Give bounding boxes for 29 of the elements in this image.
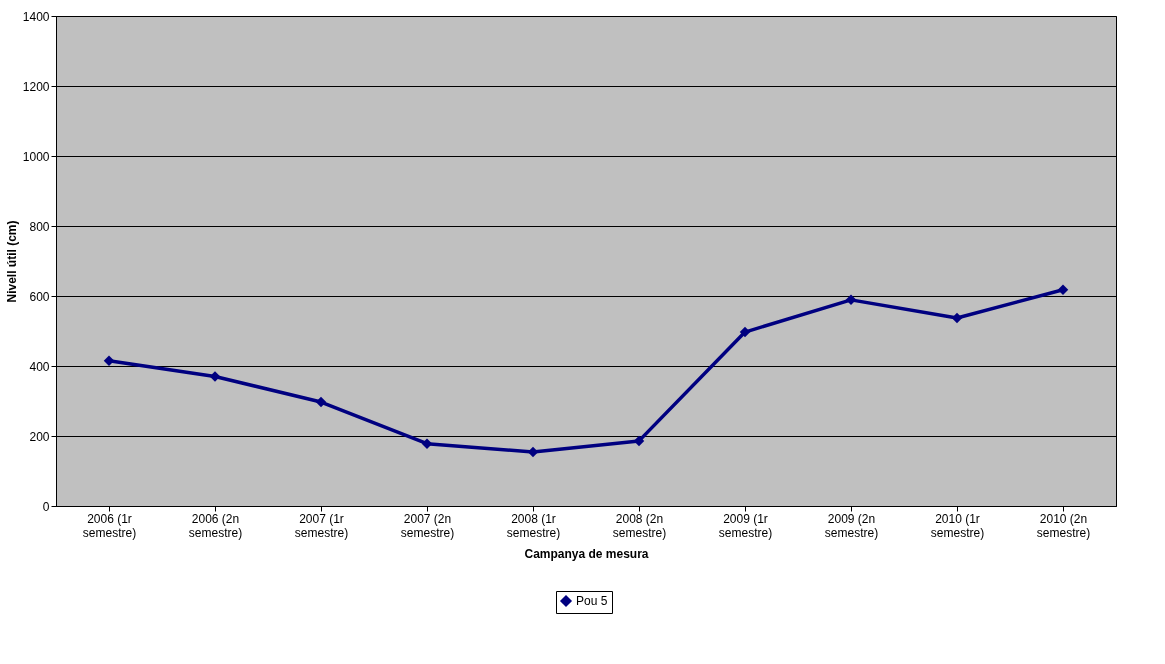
x-tick-label: 2010 (2n semestre) <box>1036 511 1091 540</box>
x-tick-label: 2007 (1r semestre) <box>294 511 349 540</box>
point <box>1057 284 1069 295</box>
y-tick-label: 600 <box>29 289 50 304</box>
x-tick-label: 2009 (2n semestre) <box>824 511 879 540</box>
point <box>739 326 751 338</box>
x-tick-label: 2007 (2n semestre) <box>400 511 455 540</box>
x-tick-label: 2008 (2n semestre) <box>612 511 667 540</box>
x-tick-label: 2006 (2n semestre) <box>188 511 243 540</box>
point <box>103 355 115 366</box>
y-tick-label: 1400 <box>22 9 50 24</box>
x-tick-label: 2008 (1r semestre) <box>506 511 561 540</box>
legend-label: Pou 5 <box>576 594 608 608</box>
y-axis-title: Nivell útil (cm) <box>4 220 19 303</box>
y-tick-label: 1200 <box>22 79 50 94</box>
y-tick-label: 400 <box>29 359 50 374</box>
x-axis-title: Campanya de mesura <box>524 546 649 561</box>
x-tick-label: 2009 (1r semestre) <box>718 511 773 540</box>
point <box>951 312 963 324</box>
y-tick-label: 1000 <box>22 149 50 164</box>
y-tick-label: 200 <box>29 429 50 444</box>
point <box>209 371 221 382</box>
point <box>845 294 857 306</box>
y-tick-label: 0 <box>42 499 50 514</box>
x-tick-label: 2010 (1r semestre) <box>930 511 985 540</box>
y-tick-label: 800 <box>29 219 50 234</box>
point <box>315 396 327 408</box>
point <box>421 438 433 449</box>
x-tick-label: 2006 (1r semestre) <box>82 511 137 540</box>
